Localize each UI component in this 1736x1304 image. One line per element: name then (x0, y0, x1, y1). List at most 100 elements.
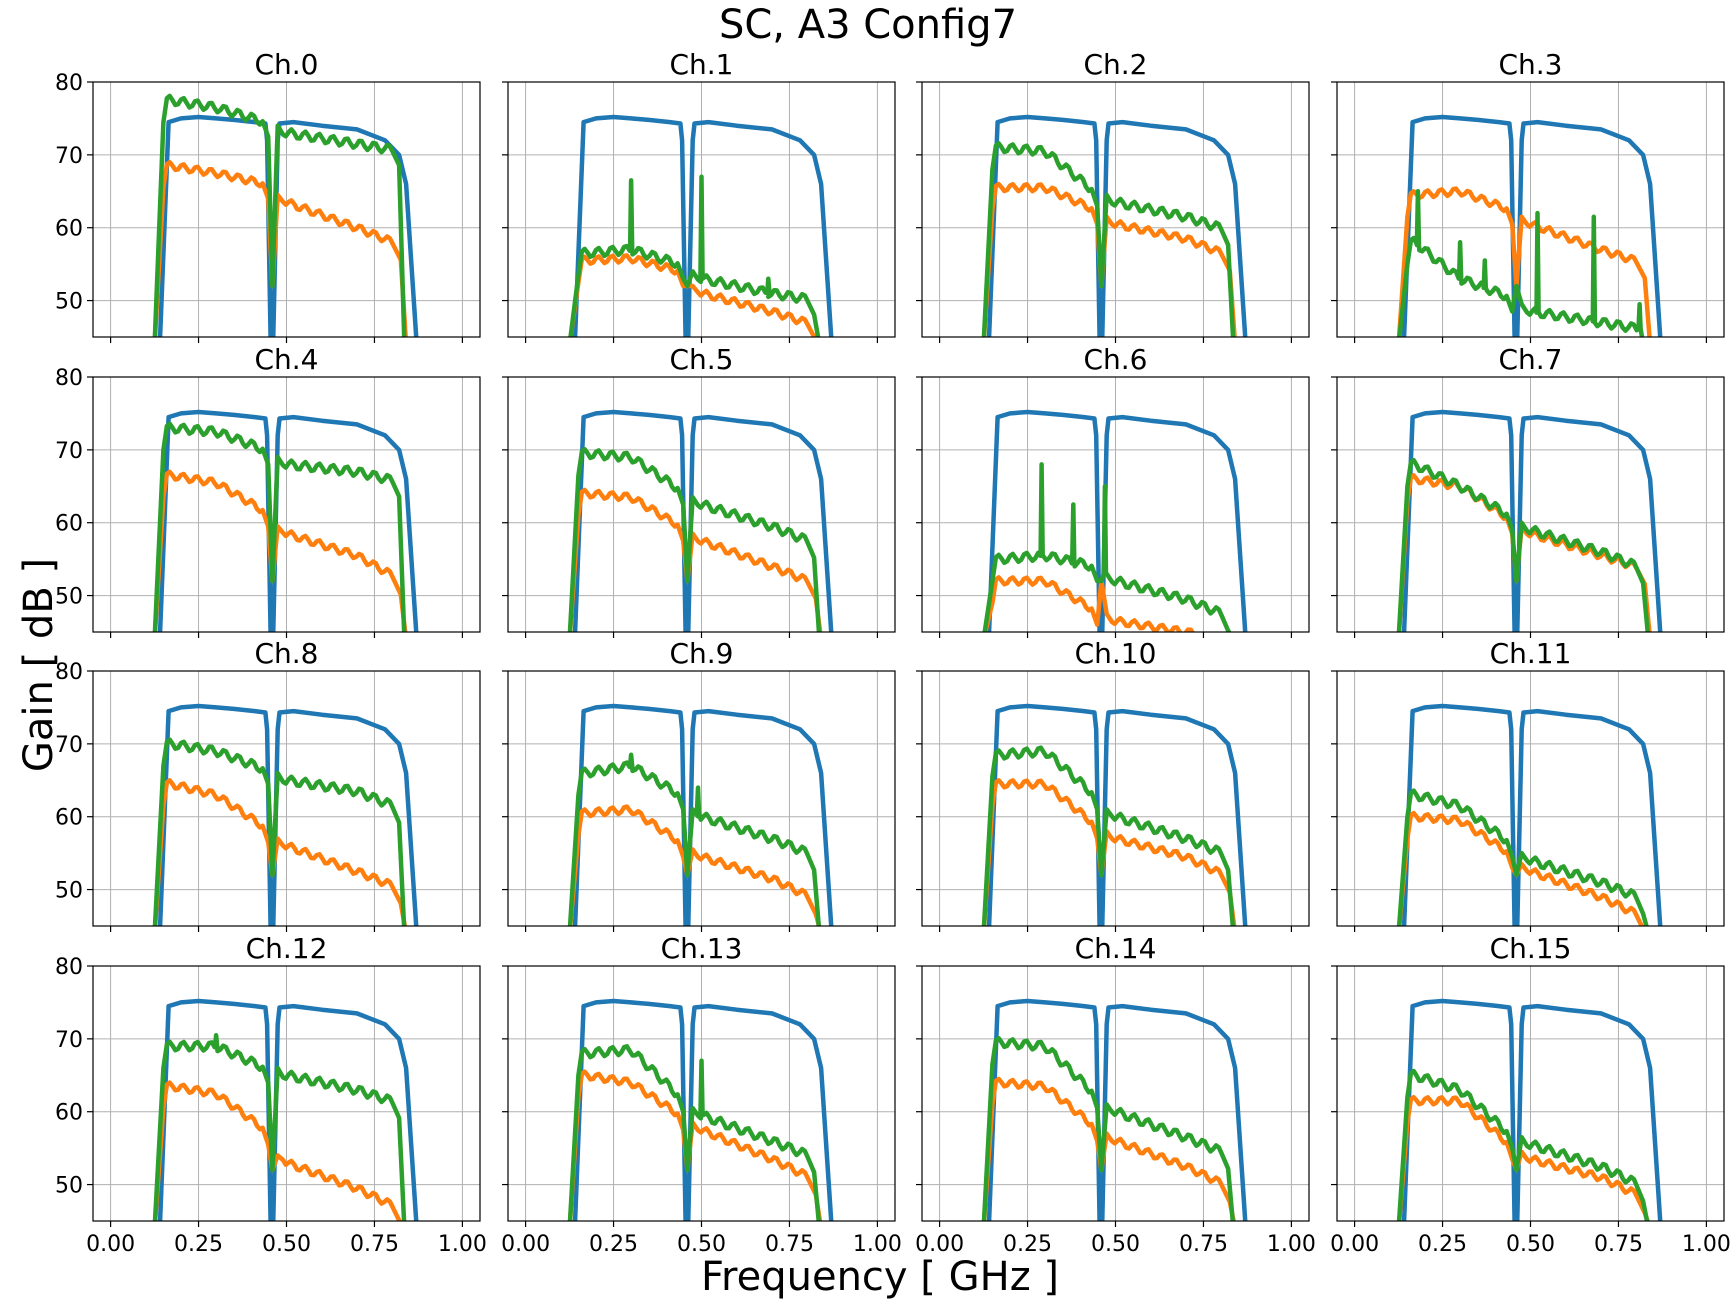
blue-series-line (572, 998, 834, 1221)
series-group (567, 409, 834, 632)
panel-7: Ch.7 (1331, 343, 1725, 638)
y-tick-label: 60 (55, 512, 83, 537)
x-tick-label: 0.00 (915, 1232, 964, 1257)
y-tick-label: 80 (55, 71, 83, 96)
blue-series-line (1401, 703, 1663, 926)
x-tick-label: 0.50 (677, 1232, 726, 1257)
orange-series-line (981, 778, 1237, 926)
blue-series-line (157, 409, 419, 632)
x-tick-label: 0.25 (174, 1232, 223, 1257)
panel-2: Ch.2 (916, 48, 1310, 343)
blue-series-line (572, 114, 834, 337)
panel-title: Ch.12 (246, 932, 328, 965)
series-group (1396, 703, 1663, 926)
orange-series-line (983, 575, 1195, 632)
panel-9: Ch.9 (502, 637, 896, 932)
blue-series-line (986, 409, 1248, 632)
series-group (152, 998, 419, 1221)
y-tick-label: 50 (55, 290, 83, 315)
x-tick-label: 0.25 (589, 1232, 638, 1257)
y-tick-label: 80 (55, 955, 83, 980)
orange-series-line (567, 804, 822, 926)
y-tick-label: 50 (55, 585, 83, 610)
y-tick-label: 70 (55, 439, 83, 464)
x-tick-label: 0.00 (86, 1232, 135, 1257)
orange-series-line (1396, 186, 1652, 337)
series-group (567, 998, 834, 1221)
x-tick-label: 0.75 (1594, 1232, 1643, 1257)
orange-series-line (568, 253, 817, 337)
series-group (981, 114, 1248, 337)
panel-title: Ch.5 (669, 343, 733, 376)
series-group (1396, 114, 1663, 337)
blue-series-line (986, 703, 1248, 926)
green-series-line (152, 1032, 407, 1221)
figure-title: SC, A3 Config7 (719, 2, 1017, 48)
x-tick-label: 0.50 (1091, 1232, 1140, 1257)
blue-series-line (1401, 409, 1663, 632)
panel-title: Ch.2 (1083, 48, 1147, 81)
green-series-line (982, 462, 1232, 632)
y-tick-label: 80 (55, 660, 83, 685)
x-tick-label: 0.50 (1506, 1232, 1555, 1257)
blue-series-line (986, 114, 1248, 337)
y-tick-label: 70 (55, 733, 83, 758)
series-group (1396, 409, 1663, 632)
y-tick-label: 80 (55, 366, 83, 391)
green-series-line (1396, 788, 1649, 926)
orange-series-line (567, 487, 823, 632)
green-series-line (981, 1035, 1236, 1221)
panel-11: Ch.11 (1331, 637, 1725, 932)
green-series-line (567, 752, 822, 926)
series-group (568, 114, 834, 337)
panel-title: Ch.8 (254, 637, 318, 670)
panel-15: Ch.15 0.00 0.25 0.50 0.75 1.00 (1330, 932, 1731, 1257)
blue-series-line (1401, 998, 1663, 1221)
x-tick-label: 0.75 (1179, 1232, 1228, 1257)
orange-series-line (152, 159, 408, 337)
panel-title: Ch.9 (669, 637, 733, 670)
x-tick-label: 1.00 (853, 1232, 902, 1257)
orange-series-line (1396, 473, 1652, 632)
series-group (1396, 998, 1663, 1221)
y-tick-label: 60 (55, 1101, 83, 1126)
x-tick-label: 0.25 (1418, 1232, 1467, 1257)
panel-title: Ch.7 (1498, 343, 1562, 376)
orange-series-line (152, 778, 408, 926)
blue-series-line (1401, 114, 1663, 337)
series-group (981, 703, 1248, 926)
y-tick-label: 60 (55, 806, 83, 831)
x-tick-label: 0.25 (1003, 1232, 1052, 1257)
green-series-line (1397, 189, 1645, 337)
panel-title: Ch.0 (254, 48, 318, 81)
blue-series-line (157, 998, 419, 1221)
panel-title: Ch.10 (1075, 637, 1157, 670)
panel-14: Ch.14 0.00 0.25 0.50 0.75 1.00 (915, 932, 1316, 1257)
orange-series-line (1397, 810, 1645, 926)
x-tick-label: 0.00 (1330, 1232, 1379, 1257)
orange-series-line (981, 181, 1237, 337)
panel-title: Ch.3 (1498, 48, 1562, 81)
panel-13: Ch.13 0.00 0.25 0.50 0.75 1.00 (501, 932, 902, 1257)
panel-title: Ch.14 (1075, 932, 1157, 965)
series-group (152, 93, 419, 337)
y-tick-label: 70 (55, 1028, 83, 1053)
x-tick-label: 1.00 (1682, 1232, 1731, 1257)
x-axis-label: Frequency [ GHz ] (701, 1254, 1059, 1300)
blue-series-line (157, 703, 419, 926)
panel-title: Ch.13 (661, 932, 743, 965)
series-group (567, 703, 834, 926)
green-series-line (981, 141, 1236, 337)
x-tick-label: 0.75 (765, 1232, 814, 1257)
green-series-line (152, 93, 407, 337)
green-series-line (1396, 457, 1650, 632)
x-tick-label: 1.00 (438, 1232, 487, 1257)
green-series-line (567, 1044, 821, 1221)
series-group (981, 998, 1248, 1221)
orange-series-line (981, 1076, 1236, 1221)
series-group (152, 703, 419, 926)
orange-series-line (152, 469, 408, 632)
y-tick-label: 50 (55, 879, 83, 904)
panel-title: Ch.6 (1083, 343, 1147, 376)
